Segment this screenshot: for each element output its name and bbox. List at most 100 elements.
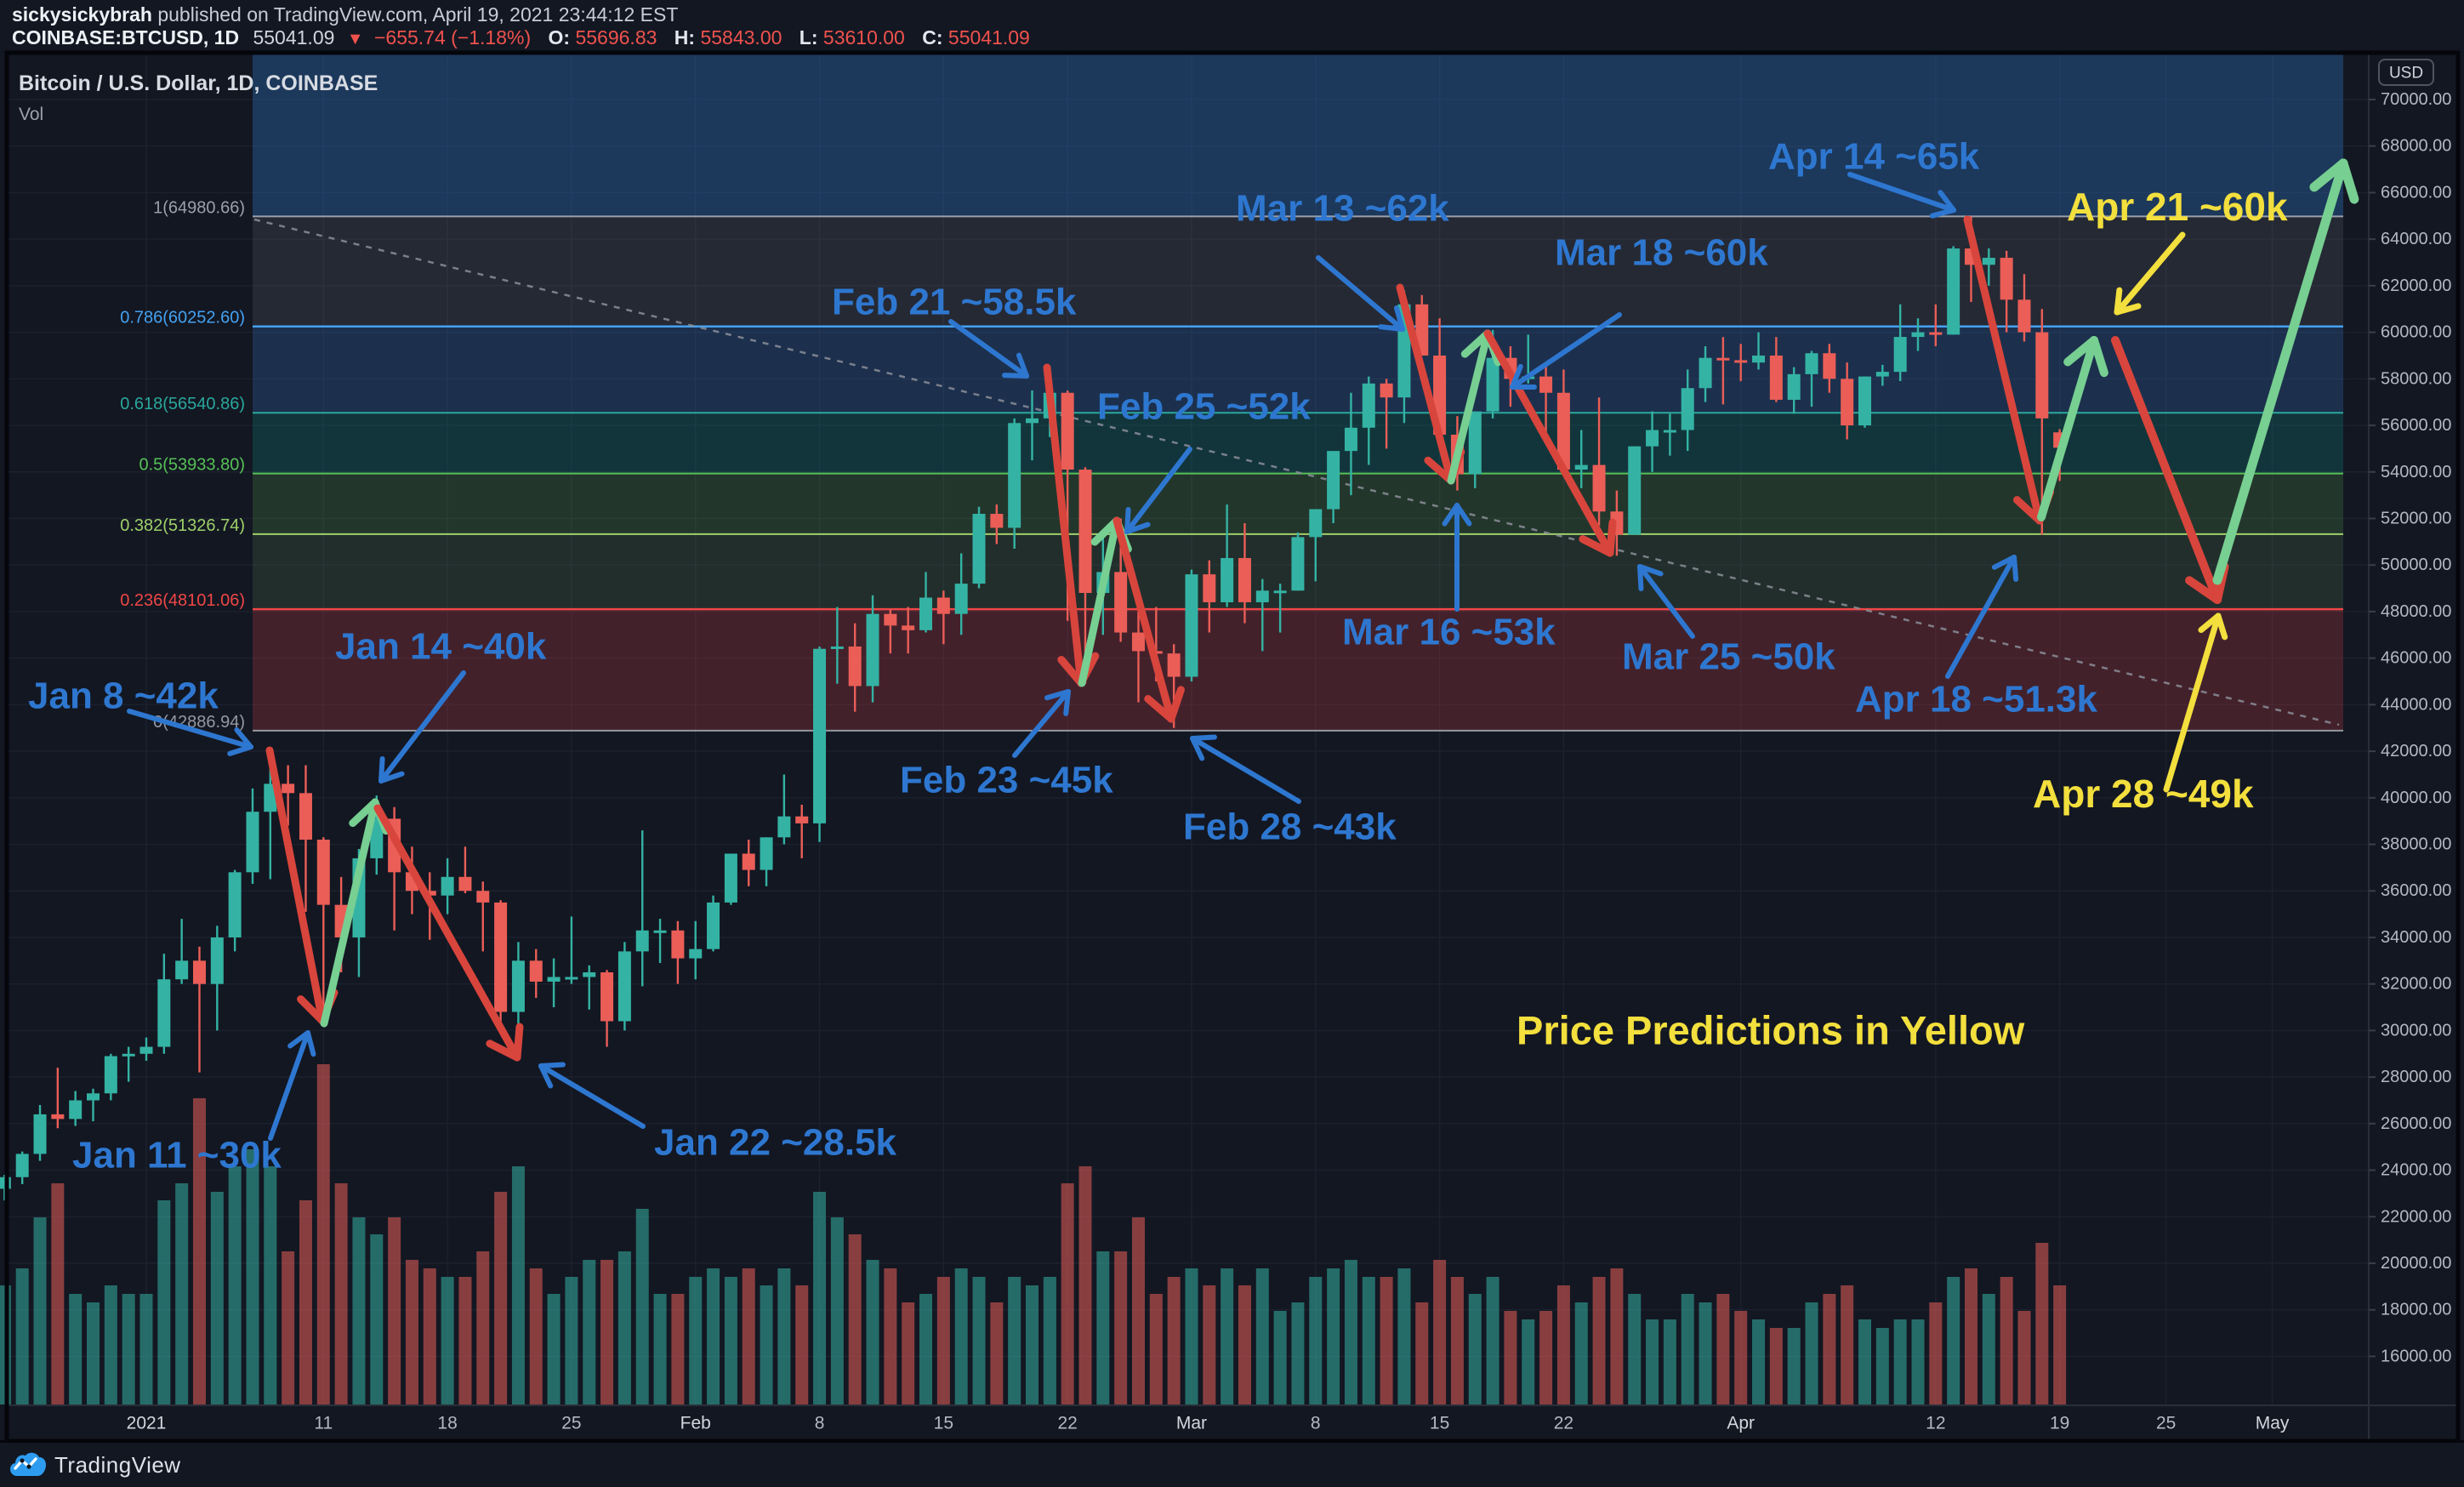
date-axis-label[interactable]: 2021: [127, 1414, 167, 1433]
annotation-label-jan14[interactable]: Jan 14 ~40k: [335, 626, 547, 668]
trend-arrowhead[interactable]: [2013, 496, 2044, 525]
date-axis-label[interactable]: 25: [2156, 1414, 2176, 1433]
pointer-arrowhead[interactable]: [1190, 736, 1205, 761]
pointer-arrowhead[interactable]: [1016, 352, 1029, 379]
trend-arrowhead[interactable]: [513, 1023, 524, 1062]
price-axis-label[interactable]: 58000.00: [2381, 369, 2451, 388]
trend-arrow-red[interactable]: [373, 804, 521, 1062]
dashed-trendline[interactable]: [253, 218, 2340, 726]
volume-indicator-label[interactable]: Vol: [19, 105, 44, 124]
price-axis-label[interactable]: 24000.00: [2381, 1161, 2451, 1180]
trend-arrowhead[interactable]: [2090, 336, 2108, 378]
trend-arrow-red[interactable]: [1483, 329, 1614, 557]
price-axis-label[interactable]: 46000.00: [2381, 649, 2451, 668]
trend-arrow-green[interactable]: [320, 798, 379, 1028]
price-axis-label[interactable]: 62000.00: [2381, 276, 2451, 295]
date-axis-label[interactable]: 8: [1311, 1414, 1321, 1433]
mar18-arrow[interactable]: [1510, 312, 1622, 390]
pointer-arrowhead[interactable]: [1929, 208, 1956, 219]
pointer-arrowhead[interactable]: [378, 756, 385, 783]
apr28-arrow[interactable]: [2163, 612, 2222, 793]
date-axis-label[interactable]: 22: [1554, 1414, 1573, 1433]
trend-arrowhead[interactable]: [1144, 695, 1175, 723]
annotation-label-feb28[interactable]: Feb 28 ~43k: [1183, 806, 1397, 848]
trend-arrow-red[interactable]: [1043, 363, 1085, 687]
date-axis-label[interactable]: 19: [2050, 1414, 2069, 1433]
annotation-label-mar13[interactable]: Mar 13 ~62k: [1236, 188, 1449, 230]
trend-arrowhead[interactable]: [297, 995, 327, 1025]
pointer-arrowhead[interactable]: [378, 771, 405, 783]
trend-arrow-green[interactable]: [1078, 516, 1121, 687]
trend-arrow-green[interactable]: [1447, 329, 1492, 485]
price-axis-label[interactable]: 18000.00: [2381, 1301, 2451, 1319]
trend-arrowhead[interactable]: [2063, 336, 2098, 367]
pointer-arrowhead[interactable]: [2012, 555, 2019, 582]
trend-arrowhead[interactable]: [2338, 158, 2359, 204]
price-axis-label[interactable]: 34000.00: [2381, 928, 2451, 947]
annotation-label-feb25[interactable]: Feb 25 ~52k: [1097, 386, 1311, 428]
feb25-arrow[interactable]: [1124, 447, 1192, 534]
date-axis-label[interactable]: 22: [1057, 1414, 1077, 1433]
trend-arrowhead[interactable]: [1424, 456, 1455, 485]
pointer-arrowhead[interactable]: [1442, 503, 1460, 527]
jan22-arrow[interactable]: [538, 1063, 646, 1129]
tradingview-brand-text[interactable]: TradingView: [54, 1451, 181, 1478]
pointer-arrowhead[interactable]: [1063, 689, 1071, 716]
trend-arrowhead[interactable]: [1579, 535, 1614, 557]
pointer-arrowhead[interactable]: [538, 1062, 566, 1068]
axes-layer[interactable]: 16000.00 18000.00 20000.00 22000.00 24000.00…: [7, 54, 2458, 1441]
pointer-arrowhead[interactable]: [1044, 689, 1071, 701]
pointer-arrowhead[interactable]: [1510, 363, 1523, 390]
annotation-label-apr14[interactable]: Apr 14 ~65k: [1768, 136, 1980, 178]
pointer-arrowhead[interactable]: [1637, 564, 1644, 591]
pointer-arrowhead[interactable]: [1938, 190, 1956, 213]
price-axis-label[interactable]: 28000.00: [2381, 1068, 2451, 1086]
date-axis-label[interactable]: 15: [1430, 1414, 1449, 1433]
pointer-arrowhead[interactable]: [1637, 564, 1664, 577]
date-axis-label[interactable]: 25: [561, 1414, 581, 1433]
pointer-arrowhead[interactable]: [2114, 303, 2142, 316]
price-axis-label[interactable]: 68000.00: [2381, 137, 2451, 156]
price-axis-label[interactable]: 16000.00: [2381, 1347, 2451, 1365]
pointer-arrowhead[interactable]: [1124, 521, 1151, 534]
trend-arrowhead[interactable]: [486, 1040, 521, 1062]
feb23-arrow[interactable]: [1012, 689, 1071, 758]
annotation-label-jan11[interactable]: Jan 11 ~30k: [72, 1135, 282, 1176]
price-axis-label[interactable]: 66000.00: [2381, 183, 2451, 202]
currency-badge[interactable]: USD: [2378, 59, 2434, 86]
trend-arrowhead[interactable]: [1090, 516, 1121, 546]
trendline-layer[interactable]: [253, 218, 2340, 726]
chart-title[interactable]: Bitcoin / U.S. Dollar, 1D, COINBASE: [19, 71, 378, 95]
date-axis-label[interactable]: 11: [314, 1414, 333, 1433]
date-axis-label[interactable]: 15: [934, 1414, 953, 1433]
jan14-arrow[interactable]: [378, 670, 466, 783]
annotation-label-feb21[interactable]: Feb 21 ~58.5k: [832, 282, 1077, 323]
price-axis-label[interactable]: 64000.00: [2381, 230, 2451, 248]
apr21-arrow[interactable]: [2114, 231, 2186, 316]
feb21-arrow[interactable]: [948, 319, 1029, 379]
pointer-arrowhead[interactable]: [2198, 612, 2222, 634]
trend-arrowhead[interactable]: [349, 798, 379, 828]
price-axis-label[interactable]: 54000.00: [2381, 463, 2451, 481]
annotation-label-apr18[interactable]: Apr 18 ~51.3k: [1855, 679, 2097, 721]
trend-arrow-red[interactable]: [1396, 283, 1455, 485]
trend-arrowhead[interactable]: [2185, 576, 2222, 604]
annotation-label-jan22[interactable]: Jan 22 ~28.5k: [654, 1122, 897, 1164]
price-axis-label[interactable]: 32000.00: [2381, 975, 2451, 994]
price-axis-label[interactable]: 44000.00: [2381, 695, 2451, 714]
price-axis-label[interactable]: 38000.00: [2381, 835, 2451, 854]
trend-arrowhead[interactable]: [1606, 518, 1617, 557]
jan8-arrow[interactable]: [127, 709, 253, 749]
pointer-arrows-layer[interactable]: [127, 172, 2228, 1141]
pointer-arrowhead[interactable]: [1124, 507, 1131, 534]
trend-arrow-red[interactable]: [1112, 516, 1175, 723]
pointer-arrowhead[interactable]: [1393, 305, 1405, 332]
price-axis-label[interactable]: 70000.00: [2381, 90, 2451, 109]
price-axis-label[interactable]: 36000.00: [2381, 881, 2451, 900]
annotation-label-mar16[interactable]: Mar 16 ~53k: [1342, 612, 1556, 653]
pointer-arrowhead[interactable]: [538, 1063, 554, 1089]
annotation-label-note[interactable]: Price Predictions in Yellow: [1517, 1008, 2025, 1053]
date-axis-label[interactable]: 18: [437, 1414, 457, 1433]
date-axis-label[interactable]: May: [2256, 1414, 2290, 1433]
